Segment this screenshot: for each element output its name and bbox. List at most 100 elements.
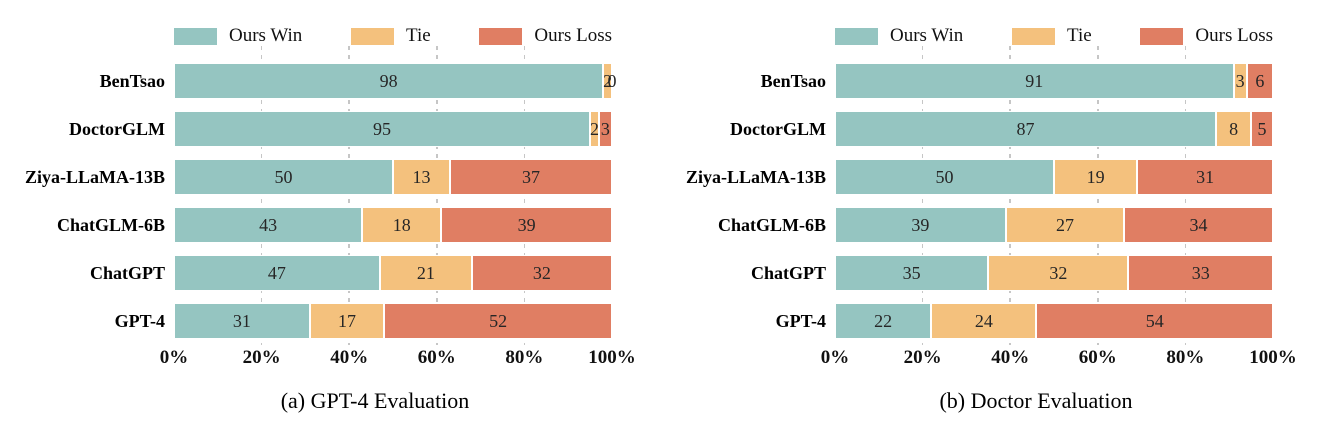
x-tick-label: 0% [820, 347, 850, 368]
bar-row: GPT-4 22 24 54 [776, 303, 1273, 339]
value-label: 95 [373, 119, 392, 139]
gridline [436, 46, 438, 345]
value-label: 87 [1016, 119, 1035, 139]
x-axis: 0% 20% 40% 60% 80% 100% [160, 347, 636, 373]
value-label: 39 [517, 215, 536, 235]
bar-segment-loss: 37 [449, 159, 612, 195]
legend-label: Ours Win [229, 25, 303, 46]
legend: Ours Win Tie Ours Loss [835, 25, 1273, 47]
x-axis: 0% 20% 40% 60% 80% 100% [821, 347, 1297, 373]
legend-swatch-win [835, 27, 878, 45]
bar-segment-tie: 18 [362, 207, 442, 243]
gridline [1184, 46, 1187, 345]
bar-row: GPT-4 31 17 52 [115, 303, 612, 339]
category-label: Ziya-LLaMA-13B [685, 166, 826, 187]
bar-row: ChatGLM-6B 39 27 34 [718, 207, 1273, 243]
value-label: 3 [1235, 71, 1245, 91]
legend-item-loss: Ours Loss [479, 25, 612, 47]
value-label: 43 [259, 215, 278, 235]
x-tick-label: 100% [588, 347, 636, 368]
bar-row: DoctorGLM 95 2 3 [69, 111, 612, 147]
value-label: 33 [1191, 263, 1210, 283]
bar-segment-tie: 8 [1216, 111, 1252, 147]
value-label: 50 [935, 167, 954, 187]
value-label: 98 [379, 71, 398, 91]
x-tick-label: 40% [991, 347, 1030, 368]
legend-label: Ours Loss [534, 25, 612, 46]
gridline [1097, 46, 1099, 345]
bar-segment-win: 91 [835, 63, 1234, 99]
gridline [348, 46, 350, 345]
value-label: 13 [412, 167, 431, 187]
legend-label: Tie [406, 25, 431, 46]
chart-panel-gpt4-evaluation: Ours Win Tie Ours Loss BenTsao 98 2 0 DoctorGLM… [25, 25, 636, 413]
x-tick-label: 80% [1166, 347, 1205, 368]
x-tick-label: 20% [242, 347, 281, 368]
bar-segment-loss: 5 [1251, 111, 1273, 147]
value-label: 35 [902, 263, 921, 283]
bar-segment-win: 31 [174, 303, 310, 339]
value-label: 32 [532, 263, 551, 283]
category-label: DoctorGLM [69, 118, 165, 139]
bar-segment-win: 39 [835, 207, 1006, 243]
value-label: 5 [1257, 119, 1267, 139]
chart-panel-doctor-evaluation: Ours Win Tie Ours Loss BenTsao 91 3 6 DoctorGLM… [661, 0, 1322, 435]
bar-segment-win: 22 [835, 303, 932, 339]
category-label: BenTsao [99, 70, 165, 91]
bar-segment-loss: 52 [384, 303, 612, 339]
legend-label: Ours Loss [1195, 25, 1273, 46]
bar-segment-win: 95 [174, 111, 591, 147]
value-label: 8 [1229, 119, 1239, 139]
gridlines [174, 46, 612, 345]
bar-segment-win: 50 [174, 159, 393, 195]
bar-row: ChatGPT 47 21 32 [90, 255, 612, 291]
value-label: 50 [274, 167, 293, 187]
legend-swatch-loss [479, 27, 523, 45]
value-label: 34 [1189, 215, 1208, 235]
x-tick-label: 20% [903, 347, 942, 368]
value-label: 6 [1255, 71, 1265, 91]
gridline [260, 46, 263, 345]
bar-row: DoctorGLM 87 8 5 [730, 111, 1273, 147]
x-tick-label: 0% [159, 347, 189, 368]
value-label: 2 [589, 119, 599, 139]
category-label: DoctorGLM [730, 118, 826, 139]
bar-rows: BenTsao 91 3 6 DoctorGLM 87 8 5 Ziya-LLaMA-13B 50… [686, 63, 1273, 351]
bar-segment-loss: 32 [471, 255, 612, 291]
bar-segment-loss: 3 [598, 111, 612, 147]
bar-segment-win: 87 [835, 111, 1217, 147]
bar-segment-tie: 3 [1233, 63, 1247, 99]
bar-row: BenTsao 98 2 0 [100, 63, 616, 99]
bar-row: Ziya-LLaMA-13B 50 13 37 [25, 159, 612, 195]
legend-item-win: Ours Win [174, 25, 302, 47]
bar-segment-win: 50 [835, 159, 1054, 195]
bar-rows: BenTsao 98 2 0 DoctorGLM 95 2 3 Ziya-LLaMA-13B 50… [25, 63, 616, 351]
bar-segment-loss: 31 [1137, 159, 1273, 195]
value-label: 21 [416, 263, 435, 283]
chart-caption: (b) Doctor Evaluation [939, 388, 1133, 413]
bar-row: Ziya-LLaMA-13B 50 19 31 [686, 159, 1273, 195]
value-label: 31 [232, 311, 251, 331]
bar-segment-tie: 27 [1005, 207, 1125, 243]
value-label: 39 [911, 215, 930, 235]
value-label: 3 [600, 119, 610, 139]
legend-swatch-tie [1012, 27, 1056, 45]
bar-segment-loss: 34 [1124, 207, 1273, 243]
bar-segment-tie: 2 [590, 111, 599, 147]
bar-segment-win: 43 [174, 207, 363, 243]
bar-segment-tie: 13 [393, 159, 450, 195]
bar-segment-win: 35 [835, 255, 989, 291]
x-tick-label: 60% [417, 347, 456, 368]
category-label: Ziya-LLaMA-13B [24, 166, 165, 187]
value-label: 52 [489, 311, 508, 331]
bar-row: BenTsao 91 3 6 [761, 63, 1273, 99]
x-tick-label: 60% [1078, 347, 1117, 368]
value-label: 18 [392, 215, 411, 235]
bar-segment-win: 98 [174, 63, 604, 99]
bar-segment-loss: 54 [1036, 303, 1273, 339]
value-label: 24 [974, 311, 993, 331]
bar-row: ChatGPT 35 32 33 [751, 255, 1273, 291]
bar-segment-tie: 24 [931, 303, 1037, 339]
legend-item-tie: Tie [351, 25, 431, 47]
value-label: 54 [1145, 311, 1164, 331]
